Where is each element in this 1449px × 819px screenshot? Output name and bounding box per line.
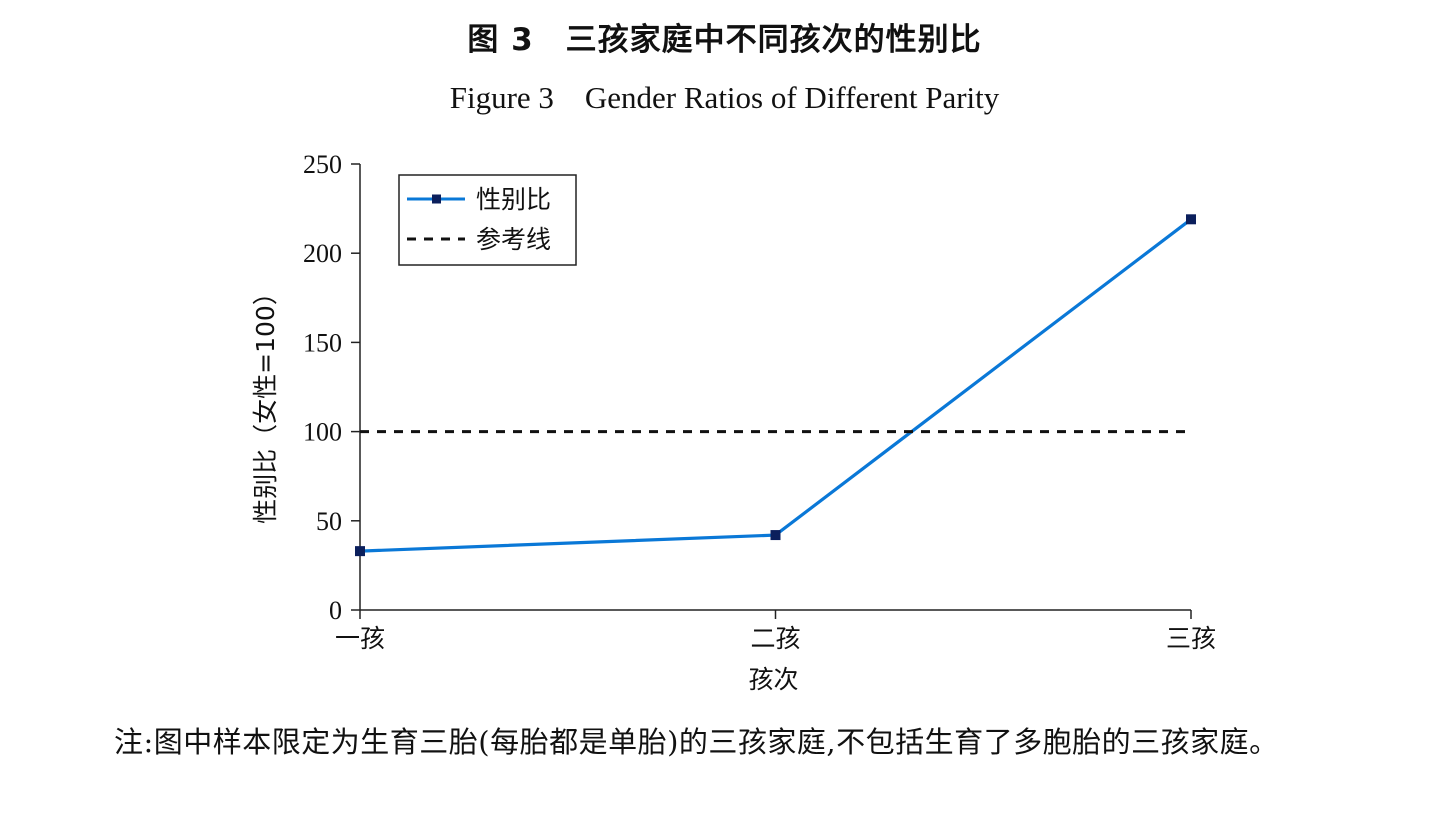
- x-tick-label: 一孩: [335, 624, 385, 653]
- y-tick-label: 100: [303, 418, 342, 447]
- figure-title-cn: 图 3 三孩家庭中不同孩次的性别比: [467, 22, 982, 58]
- data-point: [1186, 214, 1196, 225]
- x-tick-label: 二孩: [750, 624, 800, 653]
- legend-label-2: 参考线: [476, 225, 551, 254]
- legend-marker: [432, 194, 441, 204]
- y-tick-label: 50: [316, 507, 342, 536]
- y-tick-label: 0: [329, 596, 342, 625]
- data-point: [770, 530, 781, 541]
- x-axis-label: 孩次: [748, 665, 798, 694]
- chart-ticks: 0 50 100 150 200 250 一孩 二孩 三孩: [303, 150, 1216, 653]
- series-line-1: [359, 218, 1192, 553]
- legend-box: [398, 174, 577, 266]
- data-point: [355, 546, 365, 557]
- figure-title-en: Figure 3 Gender Ratios of Different Pari…: [449, 80, 1000, 115]
- figure-note: 注:图中样本限定为生育三胎(每胎都是单胎)的三孩家庭,不包括生育了多胞胎的三孩家…: [114, 725, 1279, 759]
- x-tick-label: 三孩: [1166, 624, 1216, 653]
- y-tick-label: 200: [303, 239, 342, 268]
- legend-label-1: 性别比: [476, 185, 551, 214]
- y-tick-label: 250: [303, 150, 342, 179]
- y-axis-label: 性别比（女性=100）: [251, 280, 280, 524]
- y-tick-label: 150: [303, 328, 342, 357]
- chart-series: [355, 214, 1196, 557]
